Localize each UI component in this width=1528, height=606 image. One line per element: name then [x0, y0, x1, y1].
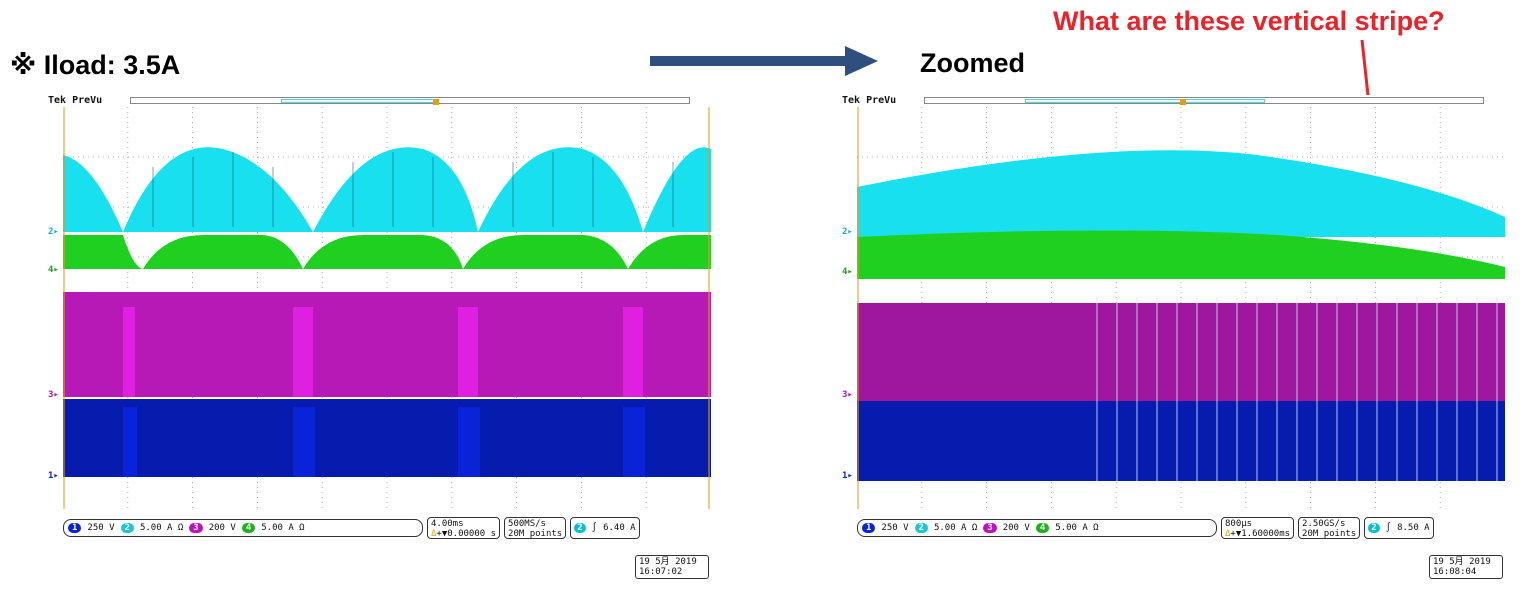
- ch2-badge: 2: [120, 523, 134, 533]
- record-bar: [924, 97, 1484, 105]
- ch2-scale: 5.00 A Ω: [933, 523, 978, 533]
- timebase: 800µs: [1225, 519, 1253, 529]
- delay-prefix: Δ: [431, 529, 437, 539]
- annotation-question: What are these vertical stripe?: [1053, 6, 1445, 36]
- trigger-box: 2 ∫ 6.40 A: [570, 517, 640, 539]
- trigger-slope-icon: ∫: [1385, 523, 1392, 533]
- ch1-scale: 250 V: [881, 523, 909, 533]
- trigger-box: 2 ∫ 8.50 A: [1364, 517, 1434, 539]
- scope-brand: Tek PreVu: [842, 95, 897, 106]
- ch3-trace: [857, 303, 1505, 403]
- ch3-ground-marker: 3▸: [48, 390, 59, 400]
- ch2-badge: 2: [914, 523, 928, 533]
- sample-rate: 500MS/s: [508, 519, 546, 529]
- ch1-badge: 1: [862, 523, 876, 533]
- record-window: [1025, 99, 1265, 103]
- ch1-scale: 250 V: [87, 523, 115, 533]
- ch1-trace: [857, 401, 1505, 481]
- ch3-ground-marker: 3▸: [842, 390, 853, 400]
- timestamp: 19 5月 2019 16:07:02: [635, 555, 709, 579]
- scope-screen-right: Tek PreVu: [842, 95, 1505, 581]
- ch3-scale: 200 V: [1002, 523, 1030, 533]
- acquisition-box: 2.50GS/s 20M points: [1298, 517, 1361, 539]
- trigger-slope-icon: ∫: [591, 523, 598, 533]
- trigger-level: 6.40 A: [603, 523, 636, 533]
- ch1-badge: 1: [68, 523, 82, 533]
- ch4-ground-marker: 4▸: [48, 265, 59, 275]
- timebase-box: 4.00ms Δ+▼0.00000 s: [427, 517, 501, 539]
- trigger-marker: [433, 99, 439, 105]
- channel-scales: 1 250 V 2 5.00 A Ω 3 200 V 4 5.00 A Ω: [63, 519, 423, 537]
- status-bar: 1 250 V 2 5.00 A Ω 3 200 V 4 5.00 A Ω 4.…: [63, 517, 711, 539]
- ch4-scale: 5.00 A Ω: [261, 523, 305, 533]
- ch1-ground-marker: 1▸: [48, 471, 59, 481]
- slide-title-zoomed: Zoomed: [920, 48, 1025, 78]
- vertical-stripes: [1096, 297, 1498, 481]
- date: 19 5月 2019: [1433, 557, 1491, 567]
- ch1-ground-marker: 1▸: [842, 471, 853, 481]
- ch4-scale: 5.00 A Ω: [1055, 523, 1099, 533]
- record-length: 20M points: [1302, 529, 1357, 539]
- acquisition-box: 500MS/s 20M points: [504, 517, 567, 539]
- delay: +▼0.00000 s: [436, 529, 497, 539]
- ch2-ground-marker: 2▸: [842, 227, 853, 237]
- date: 19 5月 2019: [639, 557, 697, 567]
- ch4-trace: [857, 230, 1505, 279]
- ch2-scale: 5.00 A Ω: [139, 523, 184, 533]
- scope-screen-left: Tek PreVu: [48, 95, 711, 581]
- trigger-marker: [1180, 99, 1186, 105]
- right-arrow-icon: [650, 46, 878, 76]
- delay: +▼1.60000ms: [1230, 529, 1291, 539]
- status-bar: 1 250 V 2 5.00 A Ω 3 200 V 4 5.00 A Ω 80…: [857, 517, 1505, 539]
- waveform-display: [63, 107, 711, 509]
- trigger-channel: 2: [1368, 523, 1380, 533]
- record-length: 20M points: [508, 529, 563, 539]
- ch4-badge: 4: [241, 523, 256, 533]
- scope-brand: Tek PreVu: [48, 95, 103, 106]
- ch4-badge: 4: [1035, 523, 1050, 533]
- ch2-trace: [857, 150, 1505, 237]
- record-window: [281, 99, 439, 103]
- trigger-level: 8.50 A: [1397, 523, 1430, 533]
- ch2-ground-marker: 2▸: [48, 227, 59, 237]
- ch4-ground-marker: 4▸: [842, 267, 853, 277]
- sample-rate: 2.50GS/s: [1302, 519, 1346, 529]
- ch1-trace: [63, 399, 711, 477]
- delay-prefix: Δ: [1225, 529, 1231, 539]
- ch3-trace: [63, 292, 711, 397]
- channel-scales: 1 250 V 2 5.00 A Ω 3 200 V 4 5.00 A Ω: [857, 519, 1217, 537]
- time: 16:07:02: [639, 567, 683, 577]
- ch2-trace: [63, 147, 711, 232]
- ch3-badge: 3: [189, 523, 203, 533]
- timebase-box: 800µs Δ+▼1.60000ms: [1221, 517, 1295, 539]
- slide-title-iload: ※ Iload: 3.5A: [10, 50, 181, 80]
- timebase: 4.00ms: [431, 519, 464, 529]
- record-bar: [130, 97, 690, 105]
- time: 16:08:04: [1433, 567, 1477, 577]
- waveform-display: [857, 107, 1505, 509]
- ch4-trace: [63, 235, 711, 269]
- timestamp: 19 5月 2019 16:08:04: [1429, 555, 1503, 579]
- ch3-badge: 3: [983, 523, 997, 533]
- ch3-scale: 200 V: [208, 523, 236, 533]
- trigger-channel: 2: [574, 523, 586, 533]
